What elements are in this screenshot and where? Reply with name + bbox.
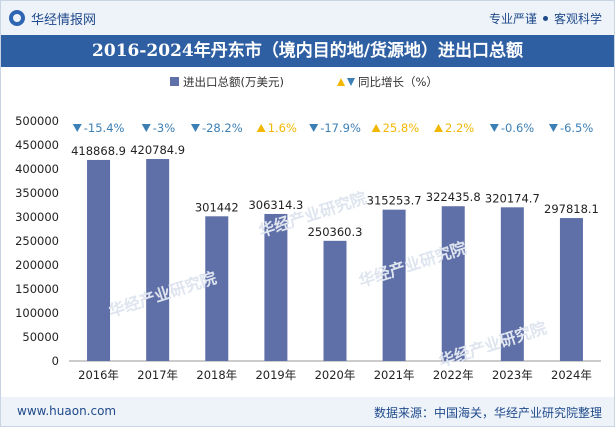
footer-source: 数据来源：中国海关，华经产业研究院整理 xyxy=(373,406,602,420)
bar-value-label: 420784.9 xyxy=(130,143,185,157)
x-axis: 2016年 2017年 2018年 2019年 2020年 2021年 2022年 2023年… xyxy=(78,368,592,382)
growth-label: 25.8% xyxy=(383,121,420,135)
growth-up-triangle-icon xyxy=(434,124,444,132)
growth-down-triangle-icon xyxy=(141,124,151,132)
growth-down-triangle-icon xyxy=(548,124,558,132)
brand-name: 华经情报网 xyxy=(31,12,97,28)
y-tick-label: 400000 xyxy=(15,162,59,176)
bar xyxy=(382,209,406,361)
growth-down-triangle-icon xyxy=(72,124,82,132)
bar xyxy=(441,206,465,361)
footer: www.huaon.com 数据来源：中国海关，华经产业研究院整理 xyxy=(1,397,614,426)
tagline: 专业严谨 客观科学 xyxy=(489,10,602,27)
y-tick-label: 100000 xyxy=(15,306,59,320)
y-tick-label: 0 xyxy=(52,354,59,368)
y-tick-label: 450000 xyxy=(15,138,59,152)
brand-logo-icon xyxy=(9,10,25,26)
bar-value-label: 297818.1 xyxy=(544,202,599,216)
tagline-right: 客观科学 xyxy=(553,12,602,26)
x-tick-label: 2021年 xyxy=(374,368,415,382)
y-tick-label: 250000 xyxy=(15,234,59,248)
growth-down-triangle-icon xyxy=(190,124,200,132)
growth-label: -6.5% xyxy=(560,121,593,135)
legend-bar-label: 进出口总额(万美元) xyxy=(183,75,284,89)
bar-value-label: 301442 xyxy=(195,200,239,214)
growth-label: -3% xyxy=(153,121,175,135)
bar xyxy=(146,159,170,361)
bar xyxy=(500,207,524,361)
bar-value-label: 320174.7 xyxy=(485,191,540,205)
legend: 进出口总额(万美元) 同比增长（%） xyxy=(170,75,438,89)
bar xyxy=(87,159,111,361)
growth-down-triangle-icon xyxy=(489,124,499,132)
top-bar: 华经情报网 专业严谨 客观科学 xyxy=(1,1,614,35)
growth-up-triangle-icon xyxy=(256,124,266,132)
growth-down-triangle-icon xyxy=(309,124,319,132)
bar xyxy=(264,213,288,361)
bar xyxy=(323,240,347,361)
bar-value-label: 250360.3 xyxy=(308,225,363,239)
tagline-left: 专业严谨 xyxy=(488,12,537,26)
growth-label: -28.2% xyxy=(202,121,243,135)
x-tick-label: 2022年 xyxy=(433,368,474,382)
legend-down-triangle-icon xyxy=(347,78,355,86)
growth-label: -0.6% xyxy=(501,121,534,135)
chart-title: 2016-2024年丹东市（境内目的地/货源地）进出口总额 xyxy=(1,35,614,67)
x-tick-label: 2018年 xyxy=(196,368,237,382)
legend-growth-label: 同比增长（%） xyxy=(358,75,438,89)
bar xyxy=(559,218,583,361)
growth-row: -15.4% -3% -28.2% 1.6% -17.9% 25.8% 2.2% -0.6% -… xyxy=(72,121,593,135)
y-tick-label: 50000 xyxy=(22,330,59,344)
y-tick-label: 350000 xyxy=(15,186,59,200)
bar-value-label: 322435.8 xyxy=(426,190,481,204)
y-axis: 0 50000 100000 150000 200000 250000 300000 3500… xyxy=(15,114,601,368)
y-tick-label: 200000 xyxy=(15,258,59,272)
bar-value-label: 418868.9 xyxy=(71,144,126,158)
bar xyxy=(205,216,229,361)
growth-label: 2.2% xyxy=(445,121,474,135)
y-tick-label: 500000 xyxy=(15,114,59,128)
chart-svg: 进出口总额(万美元) 同比增长（%） 0 50000 100000 150000 2000… xyxy=(15,75,601,382)
x-tick-label: 2023年 xyxy=(492,368,533,382)
growth-label: 1.6% xyxy=(268,121,297,135)
bar-value-label: 306314.3 xyxy=(248,198,303,212)
y-tick-label: 300000 xyxy=(15,210,59,224)
y-tick-label: 150000 xyxy=(15,282,59,296)
legend-bar-swatch-icon xyxy=(170,77,179,86)
tagline-dot-icon xyxy=(542,16,548,21)
x-tick-label: 2017年 xyxy=(137,368,178,382)
x-tick-label: 2020年 xyxy=(315,368,356,382)
footer-website: www.huaon.com xyxy=(17,404,117,418)
bar-value-label: 315253.7 xyxy=(367,194,422,208)
growth-up-triangle-icon xyxy=(371,124,381,132)
legend-up-triangle-icon xyxy=(337,78,345,86)
bars: 418868.9 420784.9 301442 306314.3 250360.3 31… xyxy=(71,143,599,361)
growth-label: -17.9% xyxy=(320,121,361,135)
x-tick-label: 2016年 xyxy=(78,368,119,382)
growth-label: -15.4% xyxy=(84,121,125,135)
x-tick-label: 2019年 xyxy=(255,368,296,382)
x-tick-label: 2024年 xyxy=(551,368,592,382)
brand: 华经情报网 xyxy=(9,9,97,28)
